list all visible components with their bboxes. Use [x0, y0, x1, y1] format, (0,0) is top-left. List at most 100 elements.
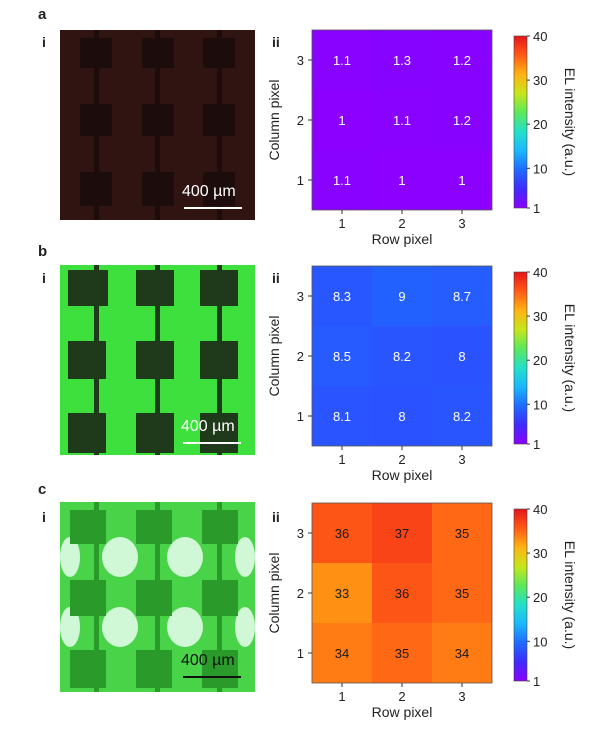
- x-axis-label: Row pixel: [372, 704, 433, 720]
- heatmap-b: 8.1 8 8.2 8.5 8.2 8 8.3 9 8.7 1 2 3 1 2 3 Row pixel Colu…: [265, 258, 611, 483]
- scale-bar-a: [184, 207, 242, 209]
- cell-value-label: 35: [455, 586, 469, 601]
- y-tick-label: 3: [297, 289, 304, 304]
- heatmap-cell: [432, 326, 492, 386]
- cell-value-label: 1: [338, 113, 345, 128]
- cell-value-label: 8.3: [333, 289, 351, 304]
- photo-device-b: [60, 265, 255, 455]
- y-tick-label: 2: [297, 113, 304, 128]
- heatmap-cell: [432, 30, 492, 90]
- heatmap-cell: [312, 30, 372, 90]
- chart-label-b: ii: [272, 270, 280, 286]
- x-tick-label: 1: [338, 216, 345, 231]
- colorbar: [513, 508, 528, 682]
- cell-value-label: 8.1: [333, 409, 351, 424]
- colorbar-tick-label: 40: [533, 29, 547, 44]
- photo-label-c: i: [42, 509, 46, 525]
- colorbar-tick-label: 1: [533, 201, 540, 216]
- x-tick-label: 3: [458, 452, 465, 467]
- heatmap-cell: [372, 623, 432, 683]
- colorbar-tick-label: 30: [533, 73, 547, 88]
- heatmap-cell: [312, 563, 372, 623]
- heatmap-cell: [312, 503, 372, 563]
- colorbar-tick-label: 40: [533, 502, 547, 517]
- cell-value-label: 35: [455, 526, 469, 541]
- colorbar-tick-label: 10: [533, 634, 547, 649]
- chart-label-c: ii: [272, 509, 280, 525]
- colorbar-tick-label: 20: [533, 590, 547, 605]
- x-tick-label: 1: [338, 689, 345, 704]
- colorbar-tick-label: 1: [533, 437, 540, 452]
- scale-bar-b: [183, 442, 241, 444]
- heatmap-cell: [372, 563, 432, 623]
- x-tick-label: 3: [458, 689, 465, 704]
- panel-letter-c: c: [38, 481, 47, 498]
- cell-value-label: 37: [395, 526, 409, 541]
- heatmap-cell: [312, 90, 372, 150]
- cell-value-label: 1.2: [453, 113, 471, 128]
- photo-label-a: i: [42, 34, 46, 50]
- photo-device-c: [60, 502, 255, 692]
- heatmap-cell: [312, 623, 372, 683]
- cell-value-label: 9: [398, 289, 405, 304]
- colorbar-tick-label: 30: [533, 309, 547, 324]
- x-tick-label: 2: [398, 216, 405, 231]
- panel-letter-a: a: [38, 6, 47, 23]
- heatmap-cell: [312, 386, 372, 446]
- panel-letter-b: b: [38, 243, 48, 260]
- heatmap-cell: [312, 326, 372, 386]
- colorbar-tick-label: 1: [533, 674, 540, 689]
- y-axis-label: Column pixel: [266, 553, 282, 634]
- cell-value-label: 8.2: [393, 349, 411, 364]
- cell-value-label: 1.1: [333, 173, 351, 188]
- colorbar-tick-label: 40: [533, 265, 547, 280]
- scale-bar-label-c: 400 µm: [181, 652, 235, 669]
- colorbar: [513, 271, 528, 445]
- scale-bar-label-a: 400 µm: [182, 183, 236, 200]
- cell-value-label: 33: [335, 586, 349, 601]
- colorbar: [513, 35, 528, 209]
- x-tick-label: 2: [398, 689, 405, 704]
- y-tick-label: 2: [297, 586, 304, 601]
- cell-value-label: 34: [455, 646, 469, 661]
- colorbar-tick-label: 20: [533, 353, 547, 368]
- cell-value-label: 8.7: [453, 289, 471, 304]
- heatmap-cell: [432, 150, 492, 210]
- heatmap-cell: [372, 90, 432, 150]
- scale-bar-c: [183, 676, 241, 678]
- heatmap-cell: [372, 386, 432, 446]
- y-tick-label: 1: [297, 646, 304, 661]
- y-tick-label: 1: [297, 173, 304, 188]
- heatmap-cell: [372, 326, 432, 386]
- heatmap-cell: [372, 30, 432, 90]
- heatmap-cell: [432, 623, 492, 683]
- y-tick-label: 3: [297, 526, 304, 541]
- cell-value-label: 36: [395, 586, 409, 601]
- heatmap-c: 34 35 34 33 36 35 36 37 35 1 2 3 1 2 3 Row pixel Column …: [265, 495, 611, 720]
- heatmap-cell: [432, 90, 492, 150]
- heatmap-cell: [372, 266, 432, 326]
- colorbar-label: EL intensity (a.u.): [562, 304, 578, 412]
- x-tick-label: 3: [458, 216, 465, 231]
- y-axis-label: Column pixel: [266, 80, 282, 161]
- colorbar-label: EL intensity (a.u.): [562, 68, 578, 176]
- cell-value-label: 8.5: [333, 349, 351, 364]
- cell-value-label: 8: [458, 349, 465, 364]
- colorbar-tick-label: 30: [533, 546, 547, 561]
- cell-value-label: 1: [398, 173, 405, 188]
- cell-value-label: 1: [458, 173, 465, 188]
- heatmap-cell: [312, 150, 372, 210]
- x-axis-label: Row pixel: [372, 467, 433, 483]
- x-tick-label: 2: [398, 452, 405, 467]
- cell-value-label: 8.2: [453, 409, 471, 424]
- photo-label-b: i: [42, 270, 46, 286]
- heatmap-cell: [372, 150, 432, 210]
- y-tick-label: 2: [297, 349, 304, 364]
- heatmap-cell: [432, 503, 492, 563]
- scale-bar-label-b: 400 µm: [181, 418, 235, 435]
- y-tick-label: 1: [297, 409, 304, 424]
- heatmap-cell: [432, 563, 492, 623]
- cell-value-label: 1.3: [393, 53, 411, 68]
- heatmap-cell: [372, 503, 432, 563]
- x-axis-label: Row pixel: [372, 231, 433, 247]
